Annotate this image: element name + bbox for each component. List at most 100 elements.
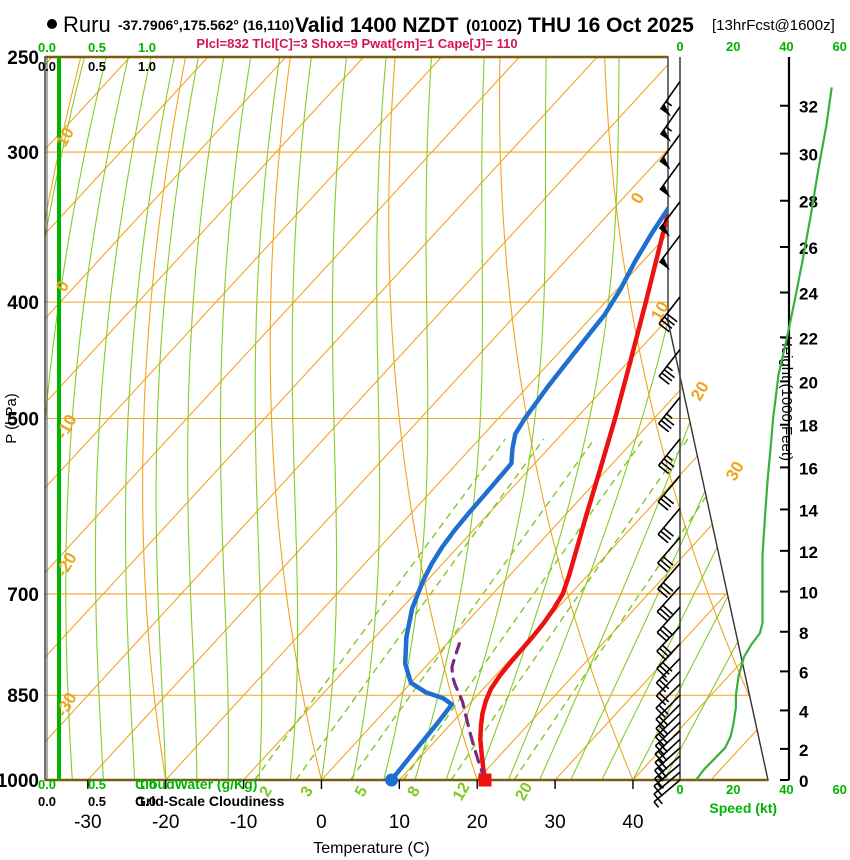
temperature-tick-label: -10 xyxy=(230,812,257,833)
dry-adiabat-label-left: -30 xyxy=(52,689,81,720)
wind-barb xyxy=(655,657,681,693)
wind-barb-full xyxy=(657,501,669,511)
wind-barb-full xyxy=(656,611,668,621)
wind-barb-full xyxy=(657,562,669,573)
wind-barb-full xyxy=(653,785,663,797)
wind-barb-pennant xyxy=(660,129,672,142)
cloudwater-axis-title: CloudWater (g/Kg) xyxy=(135,776,257,792)
cloudwater-tick-bottom: 0.0 xyxy=(38,777,56,792)
wind-barb xyxy=(657,562,681,599)
pressure-tick-label: 700 xyxy=(7,585,39,606)
temperature-tick-label: 20 xyxy=(467,812,488,833)
wind-barb-full xyxy=(659,647,670,658)
wind-barb-full xyxy=(662,527,675,537)
valid-date-text: THU 16 Oct 2025 xyxy=(528,14,694,37)
height-tick-label: 2 xyxy=(799,741,808,760)
speed-tick-bottom: 20 xyxy=(726,782,740,797)
wind-barb-full xyxy=(661,319,673,330)
temperature-tick-label: -20 xyxy=(152,812,179,833)
wind-barb-full xyxy=(658,679,670,690)
cloudwater-tick-bottom: 0.5 xyxy=(88,777,106,792)
mixing-ratio-label: 5 xyxy=(352,784,371,800)
wind-barb xyxy=(657,438,681,475)
pressure-axis-title: P (hPa) xyxy=(3,393,20,444)
dry-adiabat-label-right: 0 xyxy=(627,189,648,207)
height-tick-label: 26 xyxy=(799,239,818,258)
cloudiness-axis-title: Grid-Scale Cloudiness xyxy=(135,793,285,809)
wind-barb-full xyxy=(663,458,675,468)
wind-barb-full xyxy=(657,588,669,599)
height-tick-label: 16 xyxy=(799,459,818,478)
wind-barb-full xyxy=(657,750,668,762)
cloudiness-tick-top: 1.0 xyxy=(138,59,156,74)
wind-barb-half xyxy=(665,101,673,107)
wind-barb-full xyxy=(659,585,671,595)
wind-barb-full xyxy=(663,316,675,326)
pressure-axis: 250 300 400 500 700 850 1000 P (hPa) xyxy=(0,48,39,792)
wind-barb-full xyxy=(666,313,678,323)
wind-barb xyxy=(657,507,681,544)
cloudiness-tick-bottom: 0.0 xyxy=(38,794,56,809)
wind-barb-full xyxy=(657,533,669,544)
wind-barb-full xyxy=(658,323,670,333)
wind-barb-full xyxy=(658,704,669,715)
surface-temperature-marker xyxy=(478,773,492,787)
wind-barb-pennant xyxy=(660,184,671,198)
wind-barb-full xyxy=(655,695,667,706)
wind-barb xyxy=(658,348,681,385)
wind-barb-half xyxy=(657,775,664,782)
pressure-tick-label: 250 xyxy=(7,48,39,69)
wind-barb-full xyxy=(659,628,671,639)
height-tick-label: 4 xyxy=(799,702,809,721)
cloudiness-tick-bottom: 1.0 xyxy=(138,794,156,809)
wind-barb-full xyxy=(658,715,669,727)
wind-barb-full xyxy=(658,724,669,736)
wind-barb-pennant xyxy=(660,103,672,117)
cloudwater-tick-top: 0.5 xyxy=(88,40,106,55)
cloudiness-tick-top: 0.0 xyxy=(38,59,56,74)
surface-markers xyxy=(385,773,492,787)
wind-barb-full xyxy=(663,368,675,379)
station-coords-text: -37.7906°,175.562° (16,110) xyxy=(118,17,294,33)
wind-barb xyxy=(656,625,681,661)
station-name-text: Ruru xyxy=(63,12,111,37)
wind-barb-full xyxy=(662,556,674,566)
wind-barb xyxy=(659,106,681,142)
wind-barb-full xyxy=(654,769,664,781)
pressure-tick-label: 850 xyxy=(7,686,39,707)
speed-tick-top: 60 xyxy=(832,39,846,54)
dry-adiabat-label-left: -20 xyxy=(52,549,81,580)
wind-barb-full xyxy=(662,625,674,636)
wind-barb xyxy=(655,683,681,718)
pressure-tick-label: 400 xyxy=(7,293,39,314)
wind-barb xyxy=(659,80,681,117)
skewt-background-grid xyxy=(45,56,768,781)
height-tick-label: 18 xyxy=(799,417,818,436)
wind-barb-full xyxy=(657,759,668,770)
dewpoint-curve xyxy=(389,91,710,780)
wind-barb-half xyxy=(665,126,673,132)
valid-time-z-text: (0100Z) xyxy=(466,18,522,35)
wind-barb-full xyxy=(656,631,668,642)
wind-barb-full xyxy=(656,650,667,661)
height-tick-label: 20 xyxy=(799,373,818,392)
dry-adiabat-label-right: 20 xyxy=(687,378,713,404)
wind-barb-full xyxy=(658,375,670,385)
temperature-tick-label: 0 xyxy=(316,812,327,833)
wind-barb xyxy=(655,694,681,730)
wind-barb-half xyxy=(665,454,673,461)
wind-barb xyxy=(658,296,681,333)
wind-barb-half xyxy=(661,676,668,683)
temperature-tick-label: 10 xyxy=(389,812,410,833)
mixing-ratio-label: 20 xyxy=(513,780,537,804)
wind-barb-full xyxy=(655,718,666,730)
speed-tick-bottom: 60 xyxy=(832,782,846,797)
wind-barb-half xyxy=(666,365,673,372)
height-tick-label: 0 xyxy=(799,772,808,791)
dry-adiabat-label-left: -10 xyxy=(52,411,81,442)
cloudiness-tick-bottom: 0.5 xyxy=(88,794,106,809)
cloudwater-tick-top: 1.0 xyxy=(138,40,156,55)
wind-barb-full xyxy=(656,668,667,678)
dry-adiabat-label-right: 30 xyxy=(722,458,748,484)
wind-barb xyxy=(656,585,681,621)
